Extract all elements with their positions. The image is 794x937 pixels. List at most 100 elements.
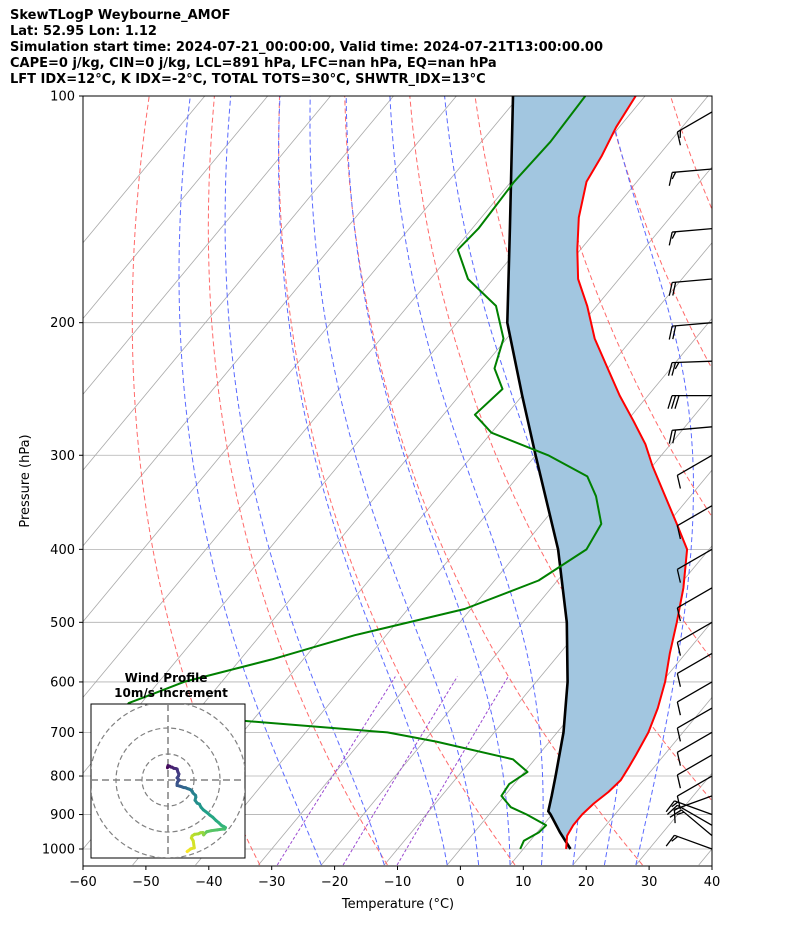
wind-barb: [676, 707, 713, 742]
x-tick-label: −10: [384, 875, 411, 890]
wind-barb-shaft: [677, 754, 713, 776]
y-tick-label: 600: [50, 675, 75, 690]
wind-barb-shaft: [677, 775, 713, 797]
dewpoint-profile-line: [123, 96, 603, 850]
wind-barb-shaft: [674, 834, 713, 850]
wind-barb-flag: [672, 325, 677, 340]
moist-adiabat: [345, 96, 511, 866]
x-tick-label: −60: [69, 875, 96, 890]
wind-barb-shaft: [677, 652, 713, 675]
isotherm-line: [83, 96, 520, 623]
wind-barb-flag: [669, 809, 682, 818]
temperature-profile-line: [565, 96, 689, 850]
wind-barb: [676, 775, 713, 810]
wind-barb-shaft: [677, 111, 713, 133]
wind-barb-flag: [668, 326, 673, 340]
chart-title: SkewTLogP Weybourne_AMOF: [10, 8, 231, 23]
wind-barb: [673, 795, 713, 824]
wind-barb-flag: [676, 607, 682, 622]
wind-barb-flag: [676, 795, 682, 810]
wind-barb-flag: [676, 774, 682, 789]
wind-barb-flag: [671, 231, 677, 239]
wind-barb: [668, 278, 713, 296]
wind-barb-flag: [671, 171, 677, 180]
profiles: [123, 96, 689, 850]
wind-barb: [667, 360, 713, 376]
wind-barb: [667, 394, 712, 409]
wind-barb: [665, 834, 713, 850]
wind-barb-flag: [671, 362, 677, 376]
location-line: Lat: 52.95 Lon: 1.12: [10, 24, 157, 39]
y-tick-label: 900: [50, 808, 75, 823]
cape-line: CAPE=0 j/kg, CIN=0 j/kg, LCL=891 hPa, LF…: [10, 56, 497, 71]
isotherm-line: [446, 545, 712, 866]
mixing-ratio-line: [342, 676, 458, 866]
moist-adiabat: [606, 96, 694, 866]
cape-area: [507, 96, 688, 849]
y-tick-label: 500: [50, 616, 75, 631]
wind-barb-flag: [670, 395, 677, 409]
x-tick-label: 30: [641, 875, 658, 890]
x-tick-label: −40: [195, 875, 222, 890]
wind-barb-flag: [666, 804, 678, 816]
wind-barb-flag: [676, 642, 682, 656]
y-tick-label: 700: [50, 726, 75, 741]
indices-line: LFT IDX=12°C, K IDX=-2°C, TOTAL TOTS=30°…: [10, 72, 486, 87]
dry-adiabat: [207, 96, 388, 866]
wind-barb-flag: [671, 801, 679, 808]
x-axis-label: Temperature (°C): [341, 897, 454, 912]
y-tick-label: 800: [50, 770, 75, 785]
isotherm-line: [83, 96, 206, 244]
wind-barb-flag: [668, 231, 673, 246]
isotherm-line: [83, 96, 457, 547]
wind-barb: [676, 548, 713, 583]
wind-barb-shaft: [677, 587, 713, 609]
isotherm-line: [383, 469, 712, 866]
x-tick-label: 10: [515, 875, 532, 890]
wind-barb: [665, 800, 713, 816]
isotherm-line: [83, 96, 331, 395]
wind-barb-flag: [676, 727, 682, 742]
wind-barb-flag: [676, 752, 682, 766]
wind-barb-shaft: [672, 426, 713, 431]
wind-barb-flag: [672, 282, 677, 296]
y-tick-label: 400: [50, 543, 75, 558]
wind-barb-flag: [676, 811, 685, 816]
wind-barb-flag: [672, 429, 677, 444]
moist-adiabat: [309, 96, 480, 866]
wind-barb: [676, 505, 713, 540]
axes: −60 −50 −40 −30 −20 −10 0 10 20 30 40 1000 900 800 700…: [42, 90, 720, 891]
wind-barb: [668, 227, 713, 246]
wind-barb-flag: [674, 395, 680, 409]
wind-barb: [668, 426, 713, 444]
isotherm-line: [83, 96, 394, 471]
mixing-ratio-line: [396, 676, 509, 866]
x-tick-label: 20: [578, 875, 595, 890]
wind-barb-shaft: [677, 681, 713, 703]
wind-barb-shaft: [677, 804, 713, 826]
wind-barb: [676, 454, 713, 489]
wind-barb-flag: [676, 475, 682, 489]
wind-barb-shaft: [677, 454, 713, 476]
y-tick-label: 100: [50, 90, 75, 105]
wind-barb: [668, 168, 713, 186]
y-tick-label: 1000: [42, 843, 75, 858]
wind-barb-flag: [676, 673, 682, 687]
wind-barb: [676, 731, 713, 766]
wind-barb-flag: [671, 836, 679, 842]
dry-adiabat: [736, 96, 794, 865]
wind-barb-shaft: [672, 278, 713, 284]
isotherm-line: [83, 96, 583, 699]
wind-barb-flag: [665, 834, 675, 847]
dry-adiabat: [278, 96, 516, 866]
wind-barb-shaft: [672, 168, 713, 174]
wind-barb: [669, 809, 713, 837]
moist-adiabat: [444, 96, 584, 866]
wind-barb-shaft: [677, 505, 713, 527]
hodograph-title: Wind Profile: [125, 671, 208, 685]
wind-barb-flag: [668, 430, 673, 444]
time-line: Simulation start time: 2024-07-21_00:00:…: [10, 40, 603, 55]
wind-barb-shaft: [680, 809, 713, 837]
x-tick-label: −20: [321, 875, 348, 890]
